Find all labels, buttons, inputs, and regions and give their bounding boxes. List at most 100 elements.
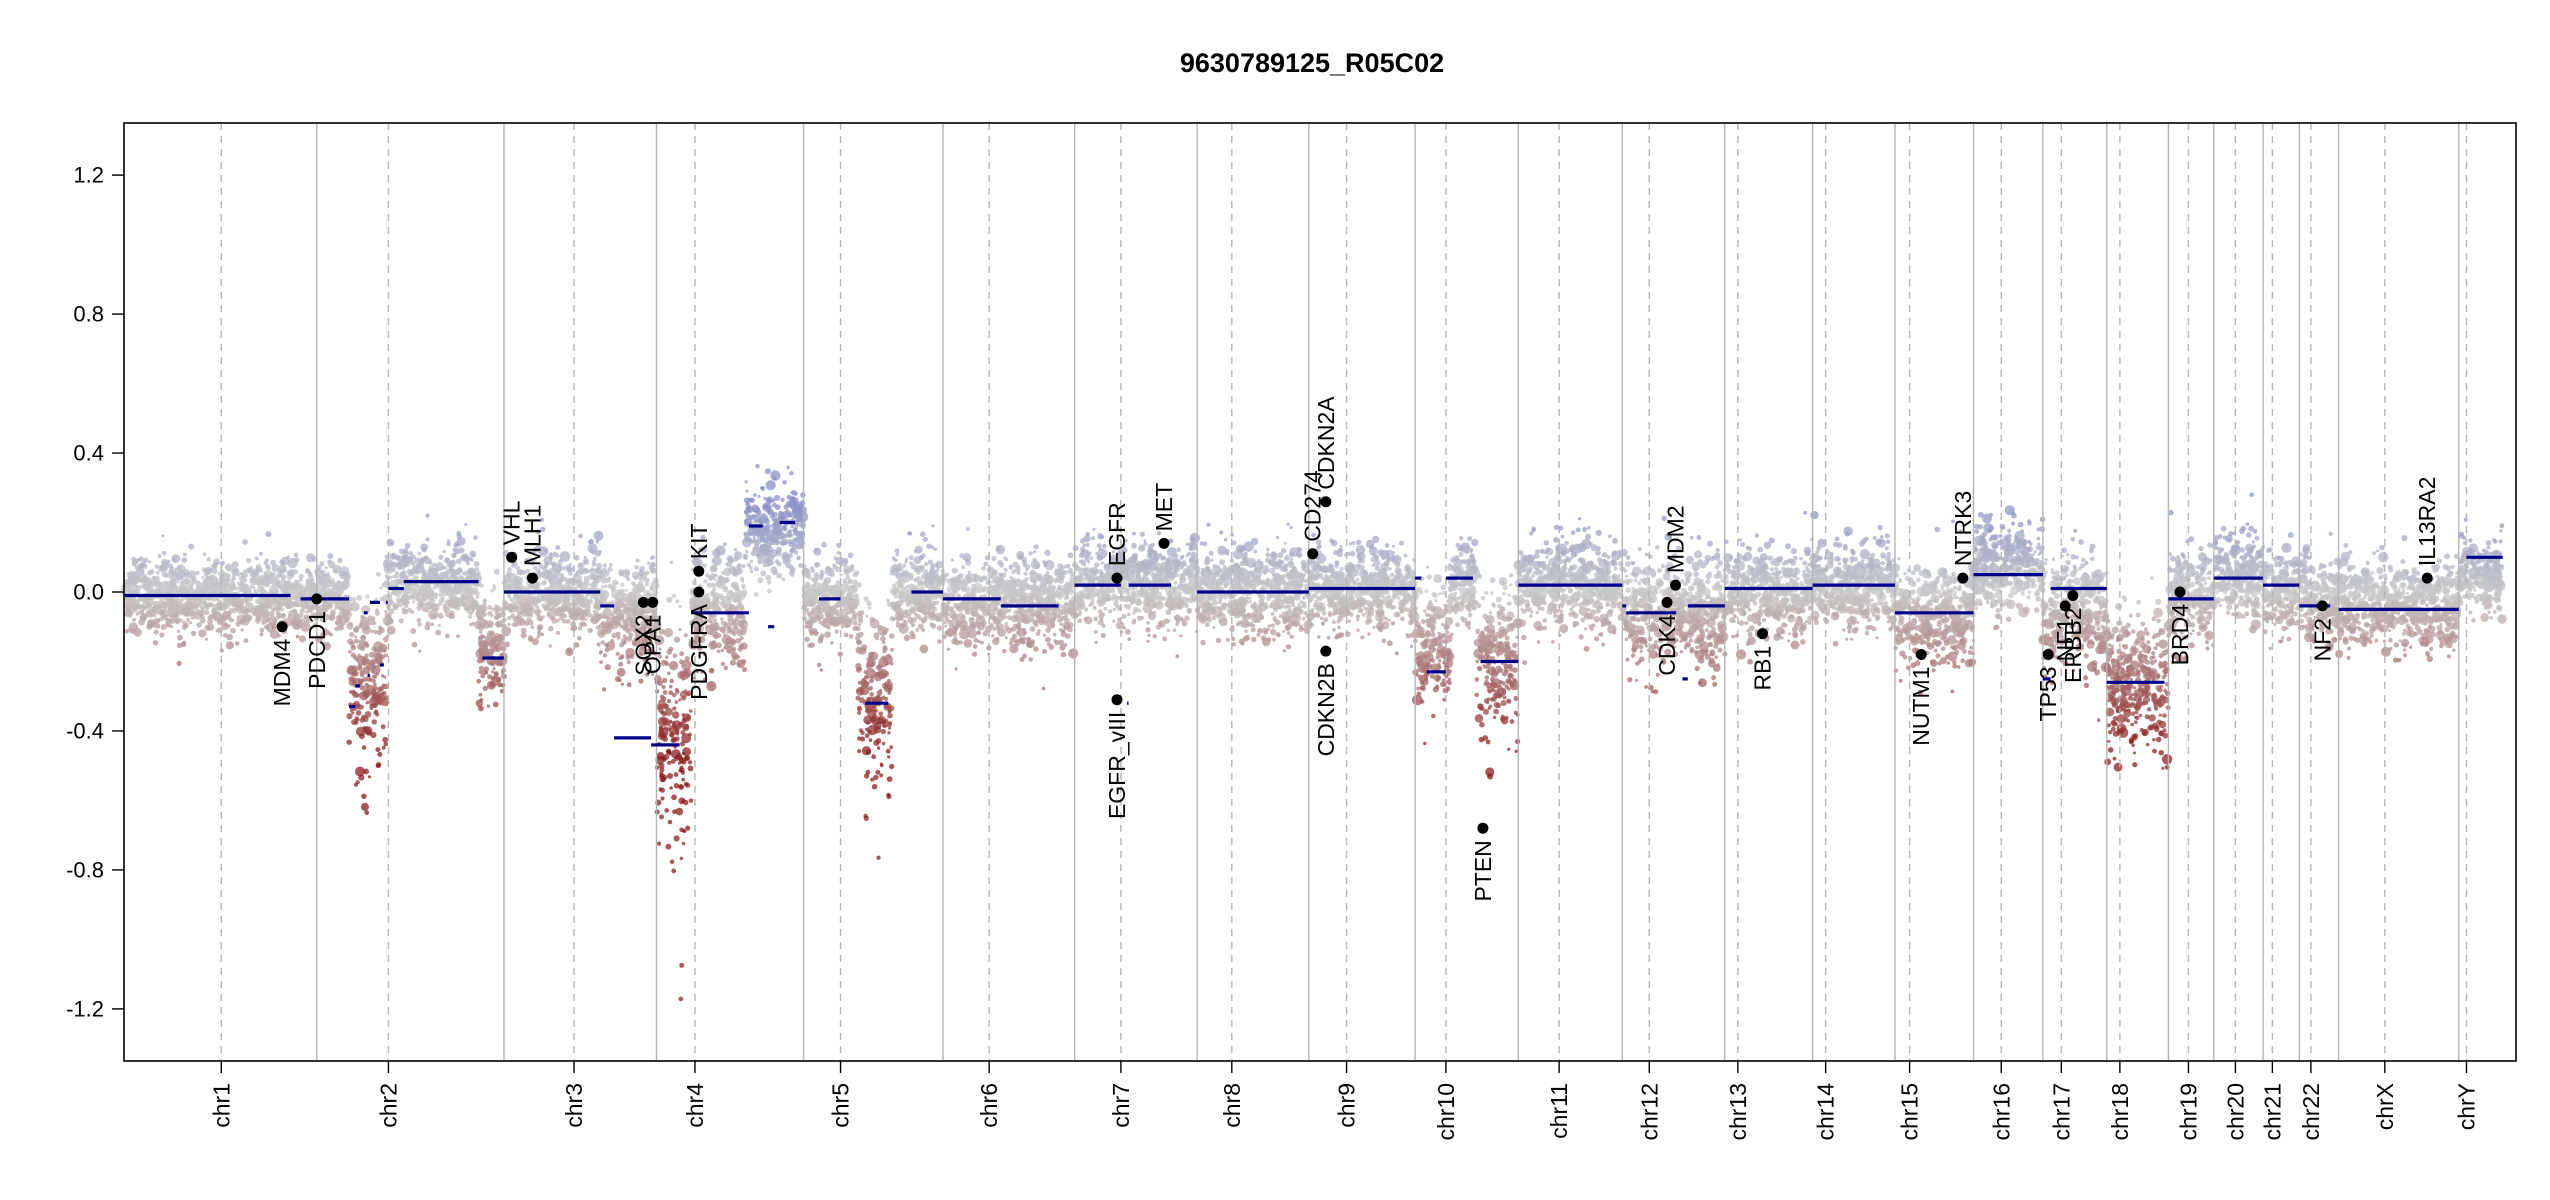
probe-point xyxy=(194,588,200,594)
probe-point xyxy=(293,552,299,558)
probe-point xyxy=(507,615,512,621)
probe-point xyxy=(1028,551,1033,556)
probe-point xyxy=(478,630,483,634)
probe-point xyxy=(444,606,450,612)
probe-point xyxy=(853,617,858,621)
probe-point xyxy=(899,592,905,597)
probe-point xyxy=(755,532,760,537)
probe-point xyxy=(883,646,888,652)
probe-point xyxy=(425,602,430,607)
probe-point xyxy=(839,573,843,577)
probe-point xyxy=(434,592,438,596)
probe-point xyxy=(373,629,378,635)
probe-point xyxy=(733,548,738,552)
probe-point xyxy=(496,643,500,647)
probe-point xyxy=(744,480,748,484)
probe-point xyxy=(775,550,782,557)
probe-point xyxy=(857,705,861,710)
probe-point xyxy=(743,555,748,560)
probe-point xyxy=(599,660,603,664)
probe-point xyxy=(371,678,376,683)
probe-point xyxy=(383,653,388,658)
probe-point xyxy=(243,638,249,644)
probe-point xyxy=(793,491,798,496)
probe-point xyxy=(745,489,749,493)
probe-point xyxy=(684,755,690,761)
probe-point xyxy=(824,565,832,573)
probe-point xyxy=(763,518,770,525)
probe-point xyxy=(886,776,893,782)
probe-point xyxy=(482,612,487,617)
probe-point xyxy=(382,736,388,743)
probe-point xyxy=(871,716,877,723)
probe-point xyxy=(421,547,427,553)
probe-point xyxy=(668,661,679,671)
probe-point xyxy=(931,524,935,528)
probe-point xyxy=(581,621,587,627)
probe-point xyxy=(884,627,889,633)
probe-point xyxy=(774,522,779,526)
probe-point xyxy=(246,608,252,614)
probe-point xyxy=(730,639,735,645)
probe-point xyxy=(1058,627,1063,632)
probe-point xyxy=(1014,638,1019,643)
probe-point xyxy=(885,748,891,754)
probe-point xyxy=(359,670,365,676)
probe-point xyxy=(489,682,495,688)
probe-point xyxy=(243,614,249,620)
probe-point xyxy=(856,688,861,693)
probe-point xyxy=(244,595,251,602)
probe-point xyxy=(403,548,409,554)
probe-point xyxy=(1032,550,1037,554)
probe-point xyxy=(404,543,411,549)
probe-point xyxy=(671,868,677,874)
probe-point xyxy=(823,576,832,585)
probe-point xyxy=(310,578,315,583)
probe-point xyxy=(283,602,289,608)
probe-point xyxy=(466,561,470,566)
probe-point xyxy=(149,569,155,574)
probe-point xyxy=(891,566,896,571)
probe-point xyxy=(354,635,358,639)
probe-point xyxy=(835,556,844,566)
probe-point xyxy=(416,617,422,623)
probe-point xyxy=(820,633,825,638)
probe-point xyxy=(927,587,932,591)
probe-point xyxy=(414,596,419,601)
probe-point xyxy=(166,582,170,586)
probe-point xyxy=(225,579,230,584)
probe-point xyxy=(796,556,800,561)
probe-point xyxy=(869,692,874,697)
probe-point xyxy=(589,596,594,600)
probe-point xyxy=(372,682,377,686)
probe-point xyxy=(456,531,462,536)
probe-point xyxy=(680,730,686,735)
probe-point xyxy=(783,553,789,559)
probe-point xyxy=(679,962,685,968)
probe-point xyxy=(886,598,890,603)
probe-point xyxy=(442,550,446,554)
probe-point xyxy=(667,760,672,765)
probe-point xyxy=(816,610,821,615)
probe-point xyxy=(290,620,296,627)
probe-point xyxy=(417,551,421,556)
probe-point xyxy=(848,634,854,639)
probe-point xyxy=(243,569,248,575)
probe-point xyxy=(277,612,283,618)
probe-point xyxy=(377,686,383,693)
probe-point xyxy=(669,720,673,724)
probe-point xyxy=(364,653,369,658)
probe-point xyxy=(306,569,311,574)
probe-point xyxy=(716,649,721,654)
probe-point xyxy=(429,614,434,619)
probe-point xyxy=(362,625,371,635)
probe-point xyxy=(432,614,437,619)
probe-point xyxy=(741,564,746,569)
probe-point xyxy=(478,604,488,613)
probe-point xyxy=(753,519,758,523)
probe-point xyxy=(268,578,274,584)
probe-point xyxy=(1028,657,1033,662)
probe-point xyxy=(266,565,271,571)
probe-point xyxy=(379,586,383,590)
probe-point xyxy=(420,566,425,570)
